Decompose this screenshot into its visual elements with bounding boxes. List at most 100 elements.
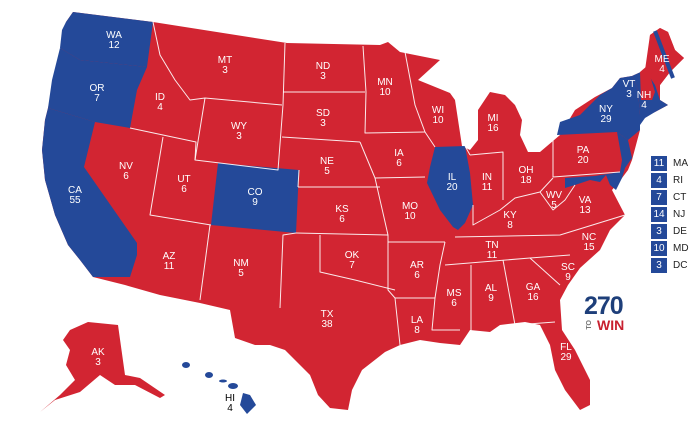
state-label-votes-IA: 6 <box>396 158 402 169</box>
legend-votes-box[interactable]: 11 <box>651 156 667 171</box>
logo-number: 270 <box>584 292 624 320</box>
state-label-votes-TN: 11 <box>487 250 498 261</box>
state-label-name-IA: IA <box>394 148 404 159</box>
state-label-name-UT: UT <box>177 174 190 185</box>
state-label-votes-WV: 5 <box>551 200 557 211</box>
state-HI[interactable] <box>182 362 256 414</box>
state-label-name-MO: MO <box>402 201 418 212</box>
legend-state-label: NJ <box>673 209 686 220</box>
state-label-votes-WA: 12 <box>108 40 120 51</box>
state-label-name-NY: NY <box>599 104 613 115</box>
state-label-votes-CO: 9 <box>252 197 258 208</box>
state-label-name-TN: TN <box>485 240 498 251</box>
legend-row-MD: 10 MD <box>651 240 689 257</box>
legend-votes-box[interactable]: 3 <box>651 258 667 273</box>
state-label-name-IL: IL <box>448 172 457 183</box>
legend-votes-box[interactable]: 7 <box>651 190 667 205</box>
state-label-votes-NV: 6 <box>123 171 129 182</box>
logo-win: WIN <box>597 317 625 333</box>
state-label-votes-TX: 38 <box>321 319 333 330</box>
state-label-name-MT: MT <box>218 55 232 66</box>
state-label-votes-MN: 10 <box>379 87 391 98</box>
state-label-votes-MT: 3 <box>222 65 228 76</box>
state-label-votes-WY: 3 <box>236 131 242 142</box>
state-label-votes-NH: 4 <box>641 100 647 111</box>
state-label-votes-AL: 9 <box>488 293 494 304</box>
state-label-name-ID: ID <box>155 92 165 103</box>
state-OR[interactable] <box>48 48 147 128</box>
state-label-votes-IL: 20 <box>446 182 458 193</box>
state-label-votes-VA: 13 <box>579 205 591 216</box>
state-label-votes-SC: 9 <box>565 272 571 283</box>
270towin-logo[interactable]: 270 TO WIN <box>584 292 634 333</box>
state-label-votes-LA: 8 <box>414 325 420 336</box>
state-label-votes-PA: 20 <box>577 155 589 166</box>
legend-row-MA: 11 MA <box>651 155 689 172</box>
state-label-votes-AK: 3 <box>95 357 101 368</box>
state-label-name-SD: SD <box>316 108 330 119</box>
state-label-votes-MI: 16 <box>487 123 499 134</box>
state-label-name-AR: AR <box>410 260 424 271</box>
legend-state-label: MA <box>673 158 688 169</box>
state-label-name-ME: ME <box>655 54 670 65</box>
maine-split-stripe <box>653 30 675 79</box>
state-label-name-WV: WV <box>546 190 562 201</box>
state-label-name-NM: NM <box>233 258 249 269</box>
state-label-votes-NY: 29 <box>600 114 612 125</box>
state-label-name-KY: KY <box>503 210 517 221</box>
state-label-votes-NM: 5 <box>238 268 244 279</box>
state-label-votes-KY: 8 <box>507 220 513 231</box>
state-WA[interactable] <box>60 12 153 67</box>
state-label-votes-NC: 15 <box>583 242 595 253</box>
state-label-votes-ID: 4 <box>157 102 163 113</box>
legend-votes-box[interactable]: 10 <box>651 241 667 256</box>
legend-row-RI: 4 RI <box>651 172 689 189</box>
state-label-name-NC: NC <box>582 232 596 243</box>
state-label-votes-FL: 29 <box>560 352 572 363</box>
state-label-votes-HI: 4 <box>227 403 233 414</box>
legend-row-DC: 3 DC <box>651 257 689 274</box>
legend-votes-box[interactable]: 14 <box>651 207 667 222</box>
state-label-name-AZ: AZ <box>163 251 176 262</box>
state-AK[interactable] <box>40 322 165 412</box>
state-label-votes-ND: 3 <box>320 71 326 82</box>
state-label-votes-SD: 3 <box>320 118 326 129</box>
state-label-votes-WI: 10 <box>432 115 444 126</box>
state-IL[interactable] <box>427 146 473 230</box>
state-label-name-CA: CA <box>68 185 82 196</box>
state-label-name-CO: CO <box>248 187 263 198</box>
state-label-votes-NE: 5 <box>324 166 330 177</box>
state-label-votes-AZ: 11 <box>164 261 175 272</box>
small-states-legend: 11 MA 4 RI 7 CT 14 NJ 3 DE 10 MD 3 DC <box>651 155 689 274</box>
state-label-name-NE: NE <box>320 156 334 167</box>
state-NJ-MD-DE[interactable] <box>565 132 632 190</box>
state-label-votes-KS: 6 <box>339 214 345 225</box>
state-label-name-KS: KS <box>335 204 349 215</box>
state-label-name-LA: LA <box>411 315 424 326</box>
state-label-name-FL: FL <box>560 342 572 353</box>
legend-votes-box[interactable]: 3 <box>651 224 667 239</box>
state-label-name-WY: WY <box>231 121 247 132</box>
legend-votes-box[interactable]: 4 <box>651 173 667 188</box>
state-label-name-MN: MN <box>377 77 393 88</box>
legend-row-CT: 7 CT <box>651 189 689 206</box>
state-label-name-PA: PA <box>577 145 590 156</box>
state-label-votes-GA: 16 <box>527 292 539 303</box>
state-label-name-SC: SC <box>561 262 575 273</box>
state-NY[interactable] <box>557 76 640 140</box>
state-CA[interactable] <box>42 108 137 277</box>
state-label-name-MI: MI <box>487 113 498 124</box>
state-label-name-IN: IN <box>482 172 492 183</box>
state-label-votes-ME: 4 <box>659 64 665 75</box>
legend-row-NJ: 14 NJ <box>651 206 689 223</box>
state-label-votes-AR: 6 <box>414 270 420 281</box>
state-label-name-WA: WA <box>106 30 122 41</box>
state-label-votes-MS: 6 <box>451 298 457 309</box>
legend-state-label: MD <box>673 243 689 254</box>
state-CO[interactable] <box>211 163 299 233</box>
logo-to: TO <box>586 320 593 330</box>
state-label-name-GA: GA <box>526 282 541 293</box>
state-NH[interactable] <box>640 66 655 100</box>
